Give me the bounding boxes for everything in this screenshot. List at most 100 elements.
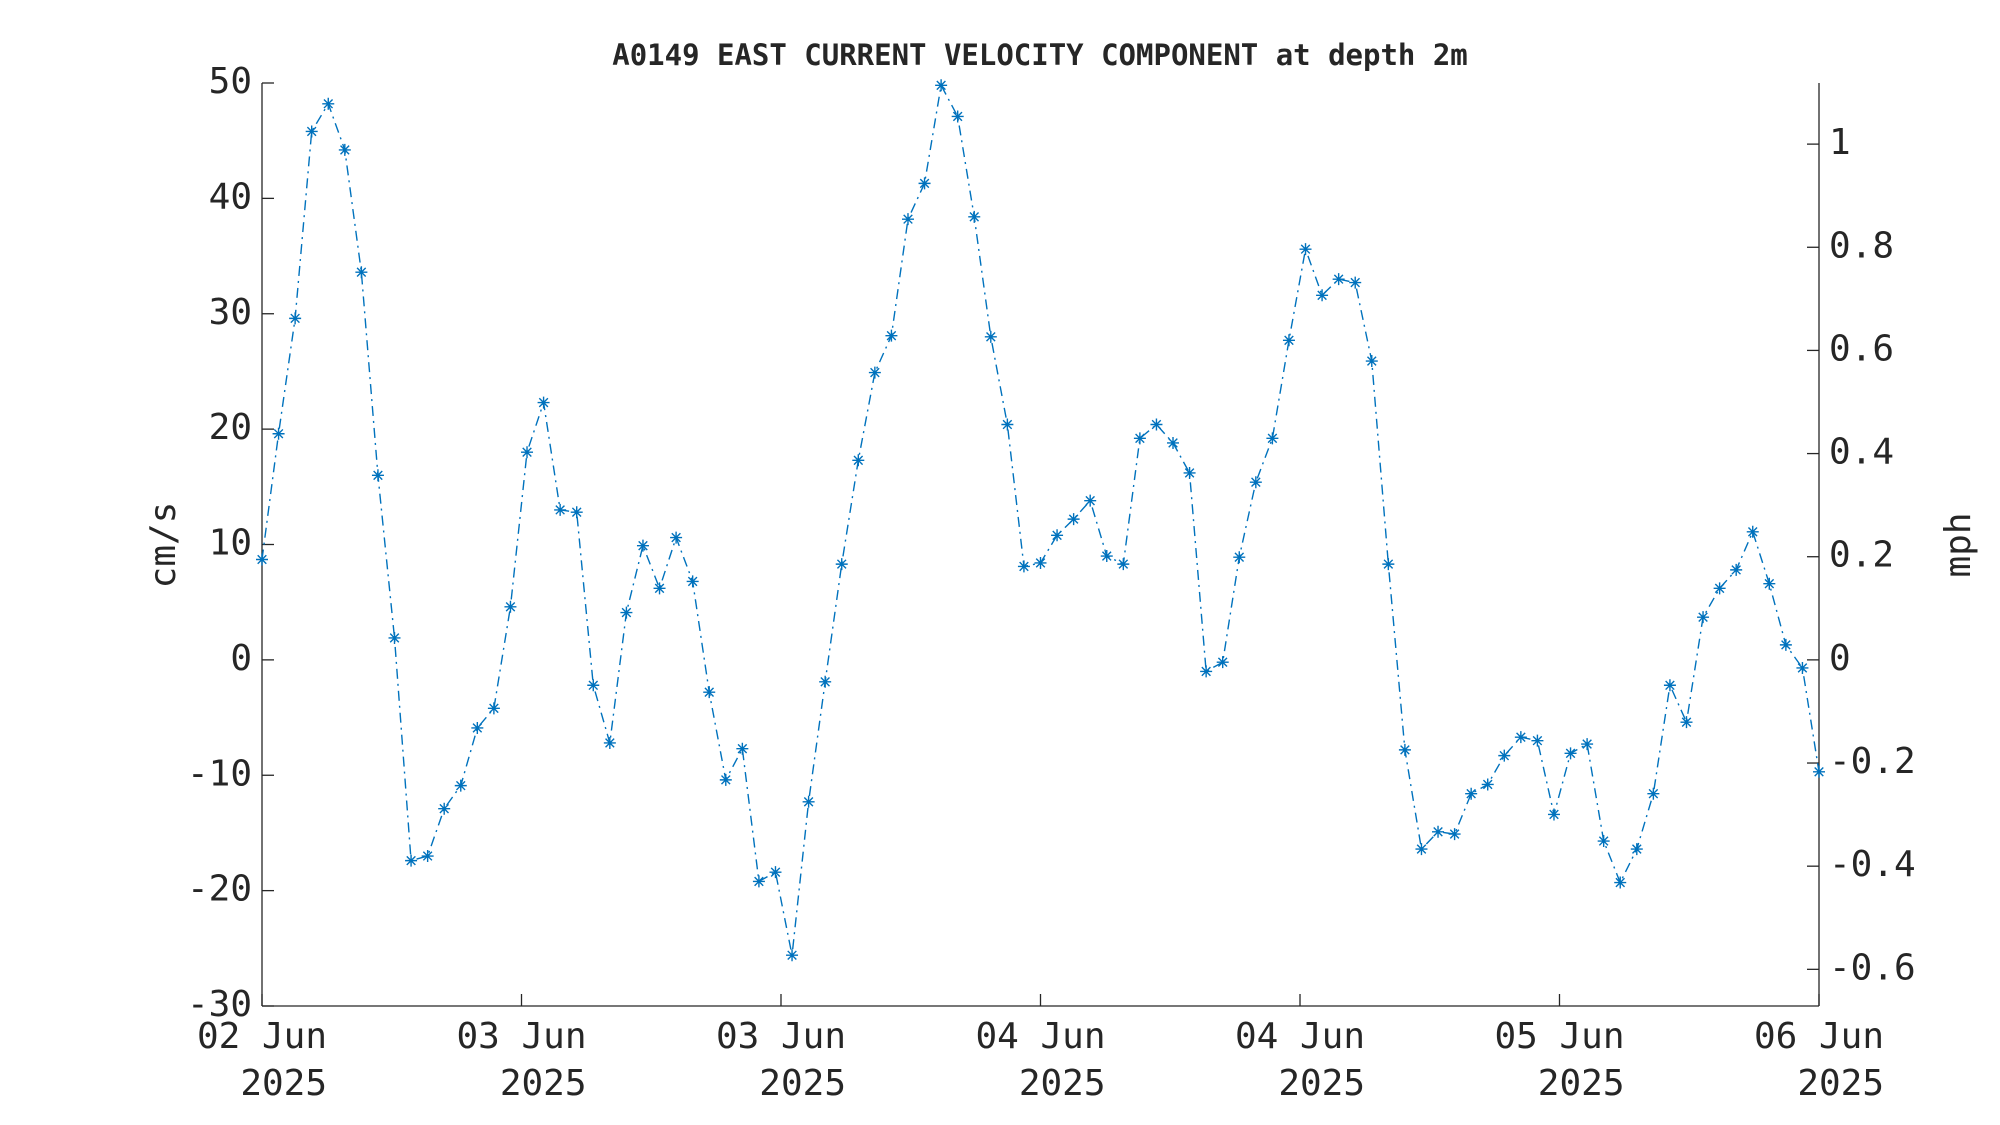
data-point [487, 702, 500, 715]
data-point [1564, 747, 1577, 760]
data-point [371, 469, 384, 482]
x-tick-year: 2025 [1019, 1063, 1106, 1104]
y2-tick-label: 0.8 [1829, 225, 1894, 266]
y2-tick-label: 1 [1829, 122, 1851, 163]
data-point [1051, 529, 1064, 542]
data-point [1332, 273, 1345, 286]
data-point [1249, 476, 1262, 489]
y2-axis-label: mph [1938, 512, 1979, 577]
y2-tick-label: -0.6 [1829, 947, 1916, 988]
data-point [1233, 551, 1246, 564]
data-point [405, 854, 418, 867]
data-point [1382, 558, 1395, 571]
x-tick-label: 03 Jun [716, 1016, 846, 1057]
x-tick-label: 03 Jun [456, 1016, 586, 1057]
y-tick-label: 30 [209, 292, 252, 333]
y-tick-label: 40 [209, 176, 252, 217]
data-point [1481, 778, 1494, 791]
data-point [686, 575, 699, 588]
data-point [1597, 835, 1610, 848]
y-tick-label: 20 [209, 407, 252, 448]
data-point [355, 266, 368, 279]
data-point [835, 558, 848, 571]
data-point [338, 143, 351, 156]
chart-title: A0149 EAST CURRENT VELOCITY COMPONENT at… [612, 38, 1468, 72]
data-point [1017, 560, 1030, 573]
data-point [968, 210, 981, 223]
data-point [1697, 611, 1710, 624]
data-point [1614, 876, 1627, 889]
y-tick-label: 10 [209, 523, 252, 564]
data-point [1282, 334, 1295, 347]
x-tick-year: 2025 [500, 1063, 587, 1104]
data-point [620, 606, 633, 619]
data-point [703, 686, 716, 699]
data-point [935, 79, 948, 92]
data-point [786, 949, 799, 962]
data-point [438, 802, 451, 815]
data-point [719, 773, 732, 786]
data-point [1680, 716, 1693, 729]
data-point [554, 503, 567, 516]
data-point [1200, 665, 1213, 678]
data-point [769, 866, 782, 879]
data-point [1316, 289, 1329, 302]
data-point [868, 366, 881, 379]
data-point [951, 110, 964, 123]
data-point [1581, 738, 1594, 751]
data-point [1713, 582, 1726, 595]
x-tick-label: 04 Jun [1235, 1016, 1365, 1057]
x-tick-label: 05 Jun [1494, 1016, 1624, 1057]
y-tick-label: 0 [230, 638, 252, 679]
data-point [1763, 577, 1776, 590]
data-point [421, 850, 434, 863]
data-point [289, 312, 302, 325]
x-tick-label: 02 Jun [197, 1016, 327, 1057]
data-point [1349, 276, 1362, 289]
data-point [1034, 556, 1047, 569]
x-tick-year: 2025 [759, 1063, 846, 1104]
y-tick-label: -10 [187, 753, 252, 794]
y2-tick-label: 0 [1829, 638, 1851, 679]
data-point [1514, 731, 1527, 744]
y-tick-label: -30 [187, 984, 252, 1025]
data-point [1531, 734, 1544, 747]
data-point [1365, 355, 1378, 368]
data-point [1465, 787, 1478, 800]
data-point [736, 742, 749, 755]
y2-tick-label: 0.4 [1829, 432, 1894, 473]
data-point [305, 125, 318, 138]
data-point [1498, 749, 1511, 762]
data-point [322, 97, 335, 110]
data-point [504, 600, 517, 613]
data-point [570, 506, 583, 519]
data-point [1100, 550, 1113, 563]
data-point [1547, 808, 1560, 821]
y2-tick-label: 0.6 [1829, 328, 1894, 369]
data-point [852, 454, 865, 467]
data-point [752, 875, 765, 888]
data-point [918, 177, 931, 190]
data-point [1630, 843, 1643, 856]
data-point [537, 396, 550, 409]
data-point [1299, 243, 1312, 256]
data-point [256, 553, 268, 566]
x-tick-label: 06 Jun [1754, 1016, 1884, 1057]
data-point [1779, 638, 1792, 651]
y-axis-label: cm/s [143, 502, 184, 589]
x-tick-label: 04 Jun [975, 1016, 1105, 1057]
data-point [1084, 494, 1097, 507]
y2-tick-label: -0.2 [1829, 741, 1916, 782]
y-tick-label: 50 [209, 61, 252, 102]
x-tick-year: 2025 [1797, 1063, 1884, 1104]
data-point [521, 446, 534, 459]
data-point [1167, 436, 1180, 449]
x-tick-year: 2025 [1538, 1063, 1625, 1104]
data-point [1117, 558, 1130, 571]
data-point [1663, 679, 1676, 692]
data-point [1216, 656, 1229, 669]
x-tick-year: 2025 [240, 1063, 327, 1104]
data-point [1183, 466, 1196, 479]
data-point [636, 539, 649, 552]
data-point [1001, 418, 1014, 431]
